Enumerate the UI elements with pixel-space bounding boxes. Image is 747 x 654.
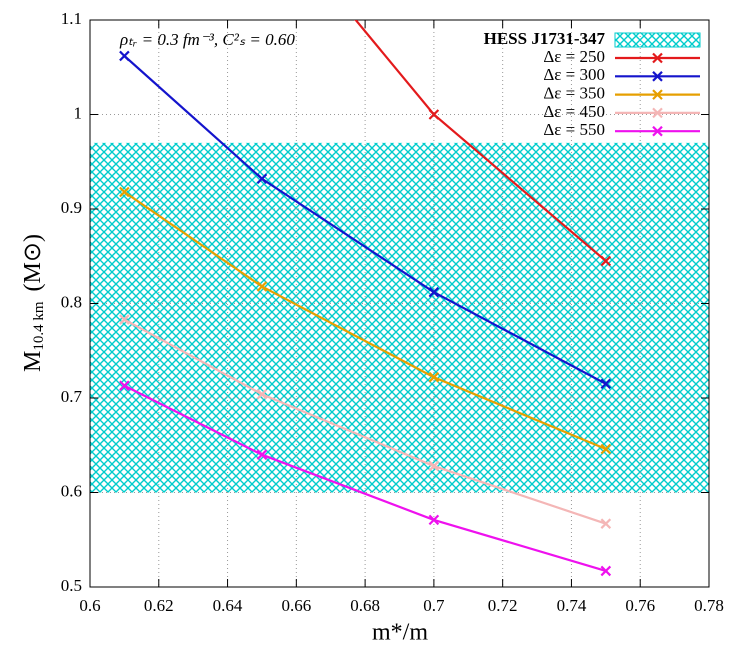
y-label-sub: 10.4 km — [31, 301, 47, 351]
y-tick-label: 1 — [74, 103, 83, 122]
plot-frame — [89, 19, 710, 588]
x-tick-label: 0.7 — [423, 596, 445, 615]
legend-label: Δε = 250 — [543, 47, 605, 66]
series-line — [123, 55, 607, 385]
x-tick-label: 0.74 — [557, 596, 587, 615]
legend-marker — [652, 125, 663, 137]
legend-marker — [652, 107, 663, 119]
y-tick-label: 0.7 — [61, 387, 83, 406]
legend-label: Δε = 300 — [543, 65, 605, 84]
y-tick-label: 0.5 — [61, 576, 82, 595]
x-tick-label: 0.64 — [213, 596, 243, 615]
data-point — [256, 281, 268, 292]
data-point — [119, 186, 130, 198]
x-tick-label: 0.76 — [625, 596, 655, 615]
x-tick-label: 0.62 — [144, 596, 174, 615]
data-point — [428, 514, 440, 526]
legend-label: Δε = 350 — [543, 84, 605, 103]
data-point — [428, 286, 440, 298]
data-point — [256, 449, 268, 460]
y-label-unit: (M⊙) — [20, 234, 46, 291]
legend-label: Δε = 550 — [543, 120, 605, 139]
x-tick-label: 0.68 — [350, 596, 380, 615]
data-point — [600, 255, 612, 267]
series-line — [123, 318, 607, 525]
data-point — [119, 50, 130, 62]
legend-label: Δε = 450 — [543, 102, 605, 121]
data-point — [119, 380, 130, 391]
data-point — [428, 109, 440, 120]
x-axis-label: m*/m — [372, 620, 428, 646]
y-label-main: M — [20, 351, 46, 372]
series-line — [123, 384, 607, 572]
x-tick-label: 0.78 — [694, 596, 724, 615]
data-point — [600, 378, 612, 390]
hess-band — [90, 142, 709, 493]
data-point — [600, 565, 612, 577]
y-tick-label: 1.1 — [61, 9, 82, 28]
x-tick-label: 0.66 — [281, 596, 311, 615]
legend-label: HESS J1731-347 — [484, 29, 606, 48]
legend-marker — [652, 71, 663, 82]
data-point — [256, 388, 268, 400]
y-tick-label: 0.8 — [61, 292, 82, 311]
y-tick-label: 0.9 — [61, 198, 82, 217]
data-point — [119, 314, 130, 325]
series-line — [123, 191, 607, 451]
data-point — [428, 371, 440, 383]
legend-swatch — [614, 32, 701, 48]
x-tick-label: 0.6 — [79, 596, 100, 615]
x-tick-label: 0.72 — [488, 596, 518, 615]
data-point — [428, 460, 440, 472]
data-point — [600, 518, 612, 529]
data-point — [600, 443, 612, 455]
annotation: ρₜᵣ = 0.3 fm⁻³, C²ₛ = 0.60 — [119, 30, 295, 49]
legend-marker — [652, 52, 663, 64]
y-axis-label: M10.4 km (M⊙) — [20, 234, 48, 372]
data-point — [256, 173, 268, 185]
legend-marker — [652, 89, 663, 100]
plot-lines — [119, 20, 612, 577]
y-tick-label: 0.6 — [61, 481, 82, 500]
